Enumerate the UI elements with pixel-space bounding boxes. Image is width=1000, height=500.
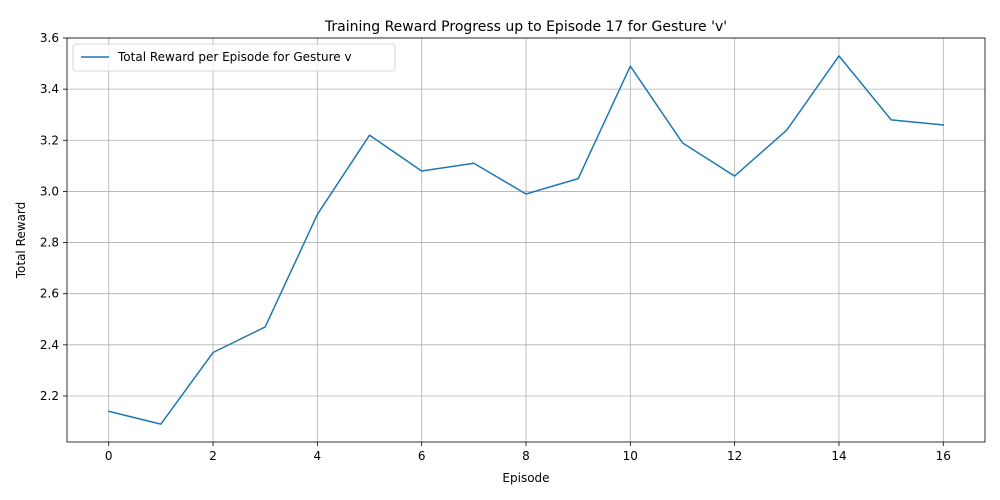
y-tick-label: 3.6 [40, 31, 59, 45]
y-tick-label: 2.8 [40, 236, 59, 250]
y-tick-label: 3.0 [40, 184, 59, 198]
x-tick-label: 0 [105, 449, 113, 463]
y-tick-label: 3.4 [40, 82, 59, 96]
series-line [107, 55, 945, 425]
x-tick-label: 2 [209, 449, 217, 463]
legend-box [72, 43, 396, 72]
grid-lines [67, 37, 985, 442]
x-tick-label: 16 [936, 449, 951, 463]
legend-label: Total Reward per Episode for Gesture v [117, 50, 352, 64]
x-tick-label: 4 [314, 449, 322, 463]
x-tick-label: 10 [623, 449, 638, 463]
chart-title: Training Reward Progress up to Episode 1… [324, 19, 727, 35]
x-tick-label: 14 [831, 449, 846, 463]
y-tick-label: 2.2 [40, 389, 59, 403]
y-tick-label: 2.4 [40, 338, 59, 352]
axis-ticks: 0 2 4 6 8 10 12 14 16 2.2 2.4 2.6 2.8 3.0 3.2 3.4 3.6 [40, 31, 951, 463]
x-tick-label: 12 [727, 449, 742, 463]
series-layer [107, 55, 945, 425]
y-tick-label: 3.2 [40, 133, 59, 147]
y-axis-label: Total Reward [14, 202, 28, 280]
x-axis-label: Episode [502, 471, 549, 485]
x-tick-label: 8 [522, 449, 530, 463]
y-tick-label: 2.6 [40, 287, 59, 301]
x-tick-label: 6 [418, 449, 426, 463]
legend: Total Reward per Episode for Gesture v [72, 43, 396, 72]
